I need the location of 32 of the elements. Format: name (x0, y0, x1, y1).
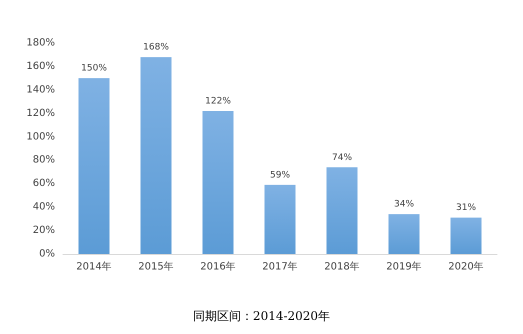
y-tick-label: 160% (26, 60, 55, 72)
bar (202, 110, 234, 254)
y-tick-label: 60% (32, 178, 55, 190)
y-tick-label: 180% (26, 38, 55, 48)
y-tick-label: 100% (26, 131, 55, 142)
y-tick-label: 0% (39, 248, 55, 260)
bar (140, 57, 172, 254)
data-label: 31% (456, 203, 476, 214)
y-tick-label: 140% (26, 84, 55, 96)
bar (326, 167, 358, 254)
data-label: 122% (205, 96, 232, 106)
bar (264, 184, 296, 254)
x-tick-label: 2017年 (262, 260, 298, 272)
bar (450, 218, 482, 254)
data-label: 150% (81, 64, 108, 74)
x-tick-label: 2014年 (76, 260, 112, 272)
text: 同期区间：2014-2020年 (192, 309, 330, 323)
x-tick-label: 2018年 (324, 260, 360, 272)
y-tick-label: 20% (32, 225, 55, 236)
data-label: 168% (143, 42, 170, 53)
x-tick-label: 2019年 (386, 260, 422, 272)
y-tick-label: 40% (32, 202, 55, 213)
bar (78, 78, 110, 254)
data-label: 59% (270, 170, 290, 180)
x-tick-label: 2020年 (448, 260, 484, 272)
x-tick-label: 2015年 (138, 260, 174, 272)
data-label: 34% (394, 200, 414, 210)
x-tick-label: 2016年 (200, 260, 236, 272)
data-label: 74% (332, 152, 352, 163)
bar (388, 214, 420, 254)
y-tick-label: 80% (32, 154, 55, 166)
y-tick-label: 120% (26, 108, 55, 119)
